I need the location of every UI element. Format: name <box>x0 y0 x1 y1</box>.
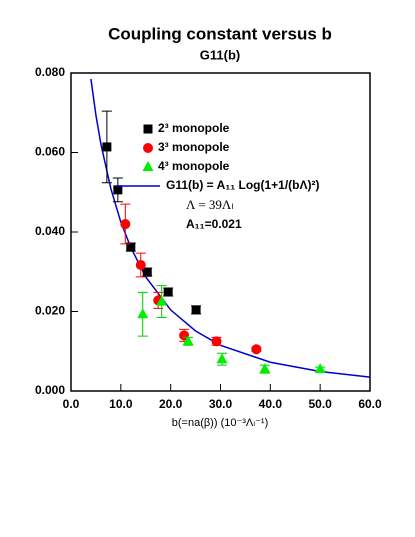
marker <box>191 305 201 315</box>
marker <box>251 344 262 355</box>
annotation: A₁₁=0.021 <box>186 217 242 231</box>
marker <box>135 259 146 270</box>
legend-label: 4³ monopole <box>158 159 230 173</box>
annotation: Λ = 39Λₗ <box>186 197 234 212</box>
marker <box>156 295 168 306</box>
x-tick-label: 0.0 <box>63 397 80 411</box>
marker <box>102 142 112 152</box>
x-tick-label: 60.0 <box>358 397 382 411</box>
x-tick-label: 50.0 <box>308 397 332 411</box>
x-tick-label: 40.0 <box>259 397 283 411</box>
x-tick-label: 30.0 <box>209 397 233 411</box>
y-tick-label: 0.080 <box>35 65 65 79</box>
marker <box>179 330 190 341</box>
marker <box>120 219 131 230</box>
marker <box>182 335 194 346</box>
chart-subtitle: G11(b) <box>200 47 240 62</box>
marker <box>216 353 228 364</box>
legend-label: 2³ monopole <box>158 121 230 135</box>
chart-title: Coupling constant versus b <box>108 24 332 43</box>
marker <box>163 287 173 297</box>
marker <box>211 336 222 347</box>
marker <box>314 363 326 374</box>
marker <box>126 242 136 252</box>
x-axis-label: b(=na(β)) (10⁻³Λₗ⁻¹) <box>172 417 269 429</box>
y-tick-label: 0.060 <box>35 145 65 159</box>
marker <box>137 308 149 319</box>
legend-marker <box>142 161 154 171</box>
legend-label: G11(b) = A₁₁ Log(1+1/(bΛ)²) <box>166 178 320 192</box>
marker <box>259 363 271 374</box>
y-tick-label: 0.040 <box>35 224 65 238</box>
x-tick-label: 10.0 <box>109 397 133 411</box>
y-tick-label: 0.000 <box>35 383 65 397</box>
x-tick-label: 20.0 <box>159 397 183 411</box>
y-tick-label: 0.020 <box>35 304 65 318</box>
legend-label: 3³ monopole <box>158 140 230 154</box>
marker <box>142 267 152 277</box>
legend-marker <box>143 143 153 153</box>
legend-marker <box>143 124 153 134</box>
marker <box>113 185 123 195</box>
